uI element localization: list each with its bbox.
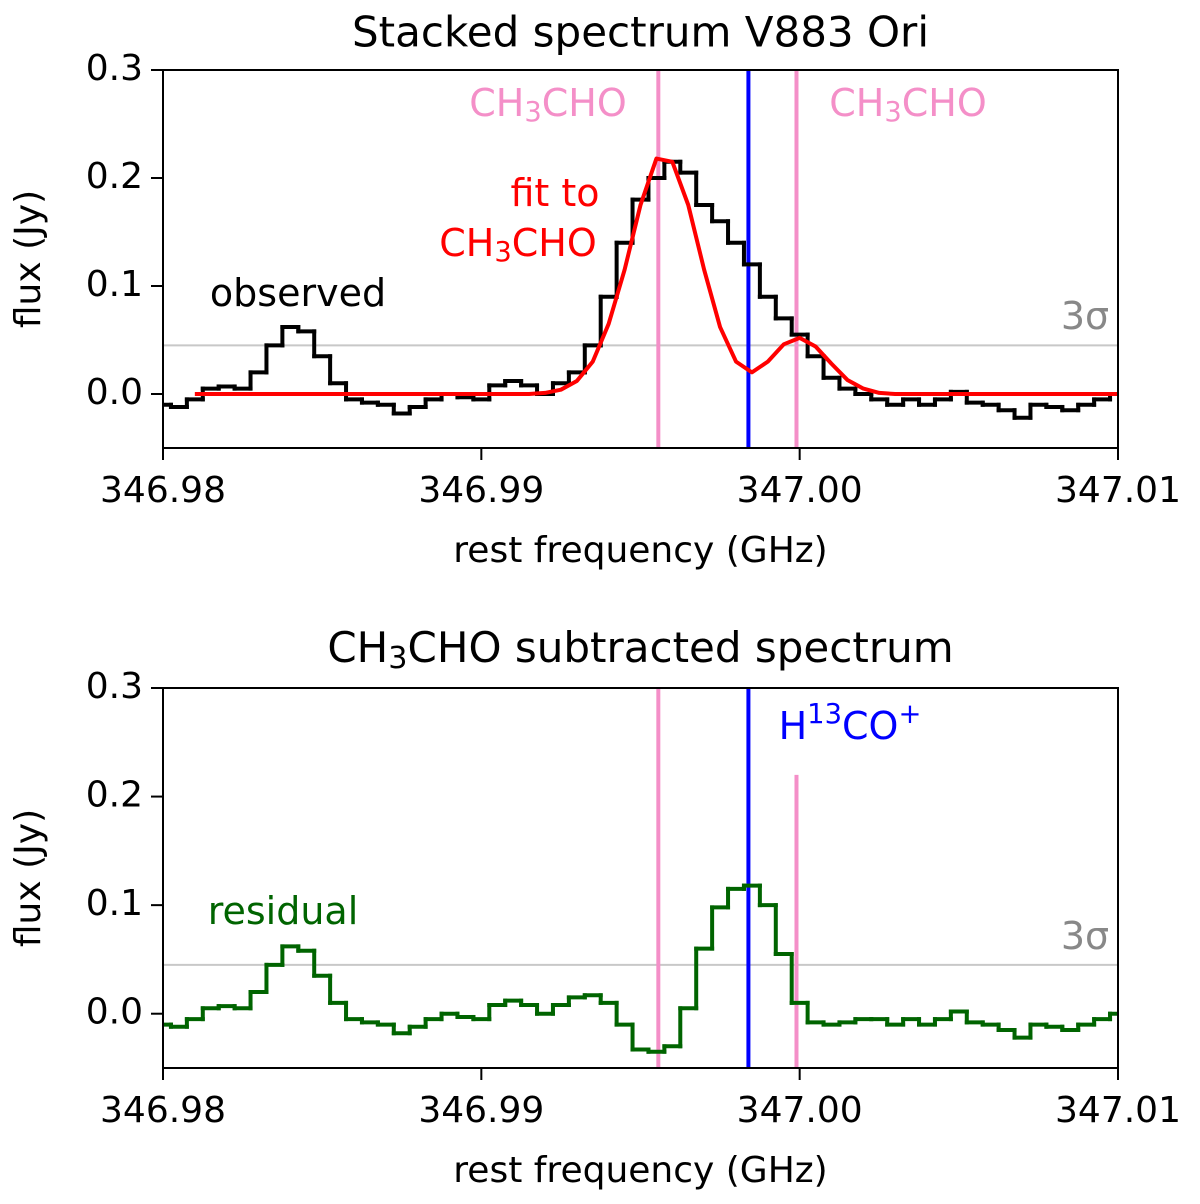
- y-tick-label: 0.0: [86, 992, 143, 1033]
- text-part: 3: [388, 641, 407, 676]
- fit-line: [194, 156, 1118, 396]
- text-part: +: [898, 699, 921, 730]
- text-part: CH: [439, 221, 494, 265]
- x-tick-label: 347.00: [737, 1090, 863, 1131]
- panel: Stacked spectrum V883 Ori 346.98 346.99 347…: [8, 8, 1181, 572]
- x-axis-label: rest frequency (GHz): [453, 530, 827, 571]
- annotation: 3σ: [1061, 294, 1109, 338]
- y-tick-label: 0.3: [86, 666, 143, 707]
- x-tick-label: 346.98: [100, 470, 226, 511]
- annotation: fit to: [510, 171, 599, 215]
- text-part: H: [779, 704, 808, 748]
- text-part: 3: [884, 97, 901, 128]
- text-part: 13: [807, 699, 842, 730]
- x-tick-label: 346.98: [100, 1090, 226, 1131]
- text-part: residual: [208, 889, 359, 933]
- x-tick-label: 347.01: [1055, 470, 1181, 511]
- text-part: 3σ: [1061, 294, 1109, 338]
- series: [194, 156, 1118, 396]
- y-tick-label: 0.0: [86, 372, 143, 413]
- annotation: CH3CHO: [439, 221, 597, 268]
- y-axis-label: flux (Jy): [8, 809, 49, 947]
- annotation: residual: [208, 889, 359, 933]
- text-part: 3: [524, 97, 541, 128]
- axes-frame: [162, 687, 1119, 1069]
- x-tick-label: 346.99: [418, 470, 544, 511]
- annotation: observed: [210, 271, 386, 315]
- chart-title: Stacked spectrum V883 Ori: [352, 8, 929, 57]
- text-part: fit to: [510, 171, 599, 215]
- text-part: CH: [327, 623, 388, 672]
- x-tick-label: 347.00: [737, 470, 863, 511]
- y-tick-label: 0.2: [86, 775, 143, 816]
- y-tick-label: 0.1: [86, 264, 143, 305]
- x-tick-label: 347.01: [1055, 1090, 1181, 1131]
- text-part: CHO subtracted spectrum: [408, 623, 954, 672]
- series: [163, 883, 1118, 1054]
- axes-frame: [162, 69, 1119, 449]
- annotation: CH3CHO: [829, 81, 987, 128]
- y-axis-label: flux (Jy): [8, 190, 49, 328]
- text-part: CH: [829, 81, 884, 125]
- x-axis-label: rest frequency (GHz): [453, 1150, 827, 1191]
- annotation: 3σ: [1061, 914, 1109, 958]
- text-part: observed: [210, 271, 386, 315]
- text-part: CHO: [542, 81, 627, 125]
- text-part: CHO: [512, 221, 597, 265]
- annotation: H13CO+: [779, 699, 922, 747]
- x-tick-label: 346.99: [418, 1090, 544, 1131]
- text-part: 3: [494, 237, 511, 268]
- panel: CH3CHO subtracted spectrum 346.98 346.99 34…: [8, 623, 1181, 1192]
- y-tick-label: 0.1: [86, 883, 143, 924]
- text-part: CO: [842, 704, 898, 748]
- chart-title: CH3CHO subtracted spectrum: [327, 623, 953, 676]
- text-part: CH: [469, 81, 524, 125]
- text-part: 3σ: [1061, 914, 1109, 958]
- y-tick-label: 0.3: [86, 48, 143, 89]
- annotation: CH3CHO: [469, 81, 627, 128]
- y-tick-label: 0.2: [86, 156, 143, 197]
- text-part: CHO: [902, 81, 987, 125]
